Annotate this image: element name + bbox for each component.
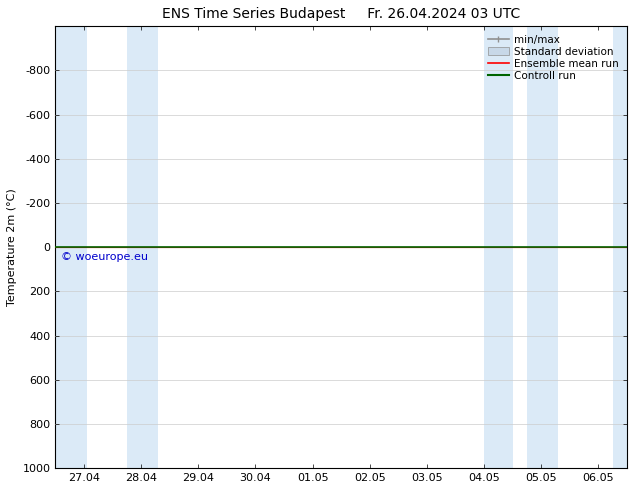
Bar	[127, 26, 158, 468]
Bar	[527, 26, 559, 468]
Bar	[55, 26, 87, 468]
Y-axis label: Temperature 2m (°C): Temperature 2m (°C)	[7, 188, 17, 306]
Bar	[484, 26, 513, 468]
Text: © woeurope.eu: © woeurope.eu	[61, 252, 148, 262]
Bar	[613, 26, 634, 468]
Legend: min/max, Standard deviation, Ensemble mean run, Controll run: min/max, Standard deviation, Ensemble me…	[485, 31, 622, 84]
Title: ENS Time Series Budapest     Fr. 26.04.2024 03 UTC: ENS Time Series Budapest Fr. 26.04.2024 …	[162, 7, 521, 21]
